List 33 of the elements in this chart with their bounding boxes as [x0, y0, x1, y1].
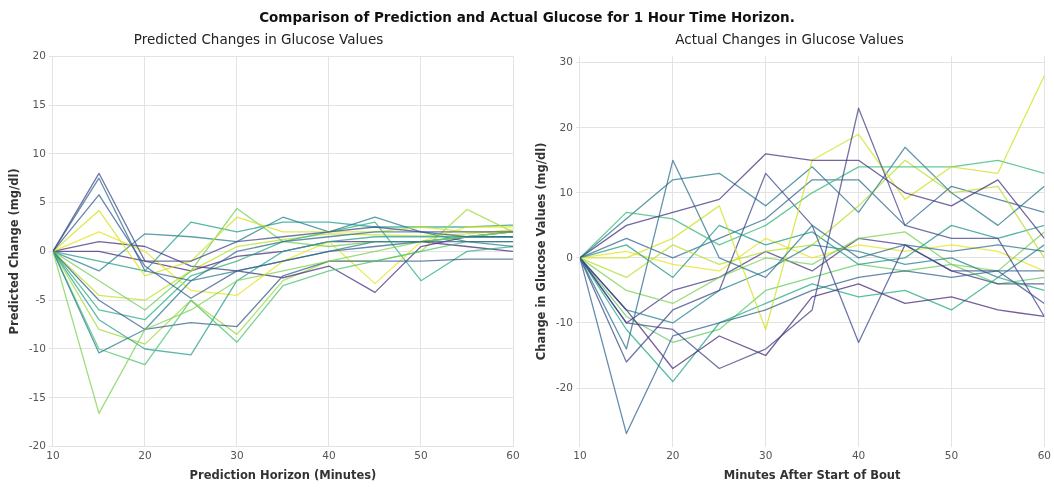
x-tick-label: 50 [944, 448, 959, 461]
x-axis-title: Prediction Horizon (Minutes) [189, 468, 377, 483]
y-tick-label: -10 [28, 341, 46, 354]
y-tick-label: -15 [28, 390, 46, 403]
x-tick-label: 50 [414, 448, 428, 461]
y-tick-label: 30 [559, 55, 573, 68]
x-tick-label: 60 [506, 448, 520, 461]
y-tick-label: -10 [555, 315, 573, 328]
y-tick-label: 0 [39, 244, 46, 257]
chart-title: Actual Changes in Glucose Values [675, 30, 904, 47]
x-tick-label: 40 [322, 448, 336, 461]
y-tick-label: -5 [35, 292, 46, 305]
x-tick-label: 20 [138, 448, 152, 461]
y-tick-label: 10 [32, 146, 46, 159]
x-tick-label: 60 [1037, 448, 1052, 461]
y-tick-label: -20 [555, 380, 573, 393]
x-tick-label: 10 [573, 448, 587, 461]
y-tick-label: 20 [559, 120, 573, 133]
y-tick-label: -20 [28, 439, 46, 452]
y-tick-label: 15 [32, 97, 46, 110]
x-axis-title: Minutes After Start of Bout [723, 468, 902, 483]
x-tick-label: 30 [759, 448, 773, 461]
y-tick-label: 10 [559, 185, 573, 198]
y-axis-title: Predicted Change (mg/dl) [6, 168, 21, 335]
text: Comparison of Prediction and Actual Glucose for 1 Hour Time Horizon. [259, 9, 795, 25]
y-tick-label: 5 [39, 195, 46, 208]
x-tick-label: 20 [666, 448, 680, 461]
y-tick-label: 0 [566, 250, 573, 263]
x-tick-label: 30 [230, 448, 244, 461]
x-tick-label: 40 [851, 448, 866, 461]
chart-title: Predicted Changes in Glucose Values [133, 30, 384, 47]
y-tick-label: 20 [32, 48, 46, 61]
y-axis-title: Change in Glucose Values (mg/dl) [533, 142, 548, 361]
